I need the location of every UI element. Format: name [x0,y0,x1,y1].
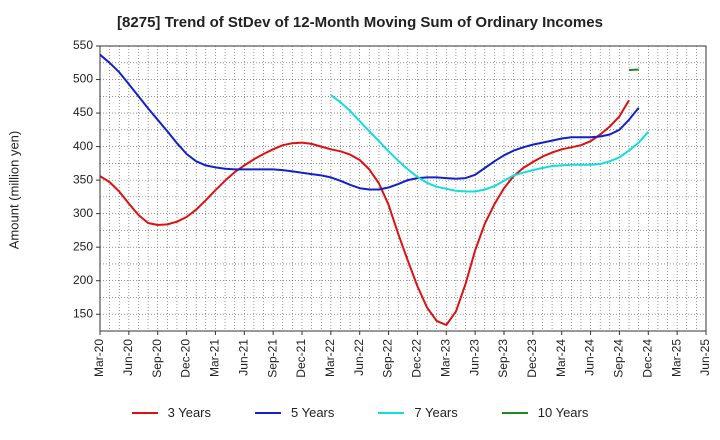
series-line-3-years [99,99,630,326]
y-tick-label: 300 [73,206,93,220]
grid [100,46,706,331]
x-tick-label: Jun-25 [698,339,712,376]
x-tick-label: Sep-22 [381,339,395,378]
line-chart: 150 200 250 300 350 400 450 500 550 Mar-20 Jun-20 S… [73,38,712,378]
x-tick-label: Mar-22 [323,339,337,377]
legend-label: 3 Years [167,405,211,420]
y-tick-label: 350 [73,172,93,186]
x-tick-label: Dec-22 [410,339,424,378]
x-tick-label: Sep-21 [265,339,279,378]
plot-frame [99,45,707,332]
legend-item: 7 Years [378,405,458,420]
series-line-10-years [628,68,639,72]
y-tick-label: 150 [73,306,93,320]
x-tick-label: Jun-23 [467,339,481,376]
axes: 150 200 250 300 350 400 450 500 550 Mar-20 Jun-20 S… [73,38,712,378]
legend-swatch [501,411,528,414]
x-tick-label: Mar-21 [208,339,222,377]
y-tick-label: 550 [73,38,93,52]
x-tick-label: Mar-25 [669,339,683,377]
x-tick-label: Mar-24 [554,339,568,377]
x-tick-label: Mar-20 [92,339,106,377]
x-tick-label: Dec-24 [640,339,654,378]
legend-swatch [131,411,158,414]
legend-label: 7 Years [414,405,458,420]
x-tick-label: Jun-22 [352,339,366,376]
x-tick-label: Sep-20 [150,339,164,378]
x-tick-label: Sep-24 [612,339,626,378]
series-line-7-years [330,94,650,193]
y-tick-label: 400 [73,139,93,153]
y-tick-label: 500 [73,72,93,86]
legend-label: 5 Years [291,405,335,420]
y-tick-label: 250 [73,239,93,253]
x-tick-label: Jun-21 [236,339,250,376]
x-tick-label: Mar-23 [438,339,452,377]
y-tick-label: 200 [73,273,93,287]
legend: 3 Years 5 Years 7 Years 10 Years [0,405,720,420]
legend-swatch [255,411,281,414]
x-tick-label: Dec-21 [294,339,308,378]
x-tick-label: Jun-20 [121,339,135,376]
x-tick-label: Jun-24 [583,339,597,376]
legend-label: 10 Years [537,405,589,420]
series-line-5-years [99,53,640,191]
x-tick-label: Sep-23 [496,339,510,378]
x-tick-label: Dec-23 [525,339,539,378]
y-axis-label: Amount (million yen) [8,131,21,250]
legend-item: 5 Years [255,405,334,420]
legend-swatch [378,411,405,414]
legend-item: 3 Years [131,405,211,420]
series-lines [99,53,650,326]
legend-item: 10 Years [501,405,589,420]
y-axis-label-wrap: Amount (million yen) [8,131,21,250]
y-tick-label: 450 [73,105,93,119]
chart-title: [8275] Trend of StDev of 12-Month Moving… [117,14,603,31]
x-tick-label: Dec-20 [179,339,193,378]
